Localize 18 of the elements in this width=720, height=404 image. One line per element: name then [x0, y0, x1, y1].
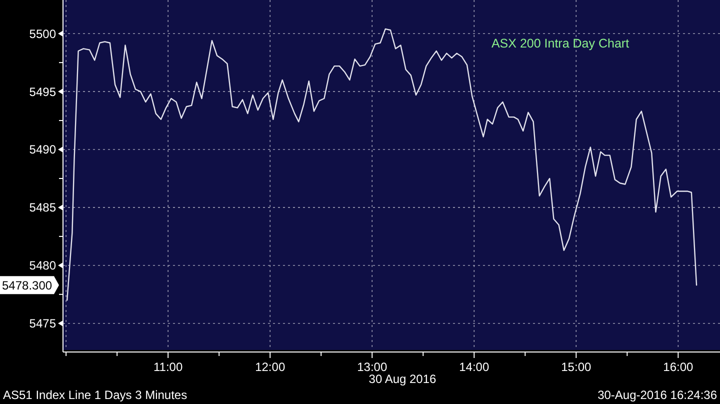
y-tick-label: 5480: [29, 258, 56, 273]
text: AS51 Index Line 1 Days 3 Minutes: [3, 388, 188, 402]
x-axis-title: 30 Aug 2016: [368, 372, 437, 386]
x-tick-label: 13:00: [357, 360, 388, 374]
text: 5478.300: [2, 278, 52, 292]
x-tick-label: 16:00: [663, 360, 694, 374]
y-tick-label: 5500: [29, 26, 56, 41]
y-tick-label: 5475: [29, 316, 56, 331]
text: 30-Aug-2016 16:24:36: [598, 388, 718, 402]
y-tick-label: 5490: [29, 142, 56, 157]
x-tick-label: 14:00: [459, 360, 490, 374]
x-tick-label: 15:00: [561, 360, 592, 374]
x-tick-label: 11:00: [154, 360, 183, 374]
x-tick-label: 12:00: [255, 360, 286, 374]
line-series: [66, 28, 698, 301]
y-tick-label: 5485: [29, 200, 56, 215]
text: ASX 200 Intra Day Chart: [491, 36, 630, 51]
y-tick-label: 5495: [29, 84, 56, 99]
